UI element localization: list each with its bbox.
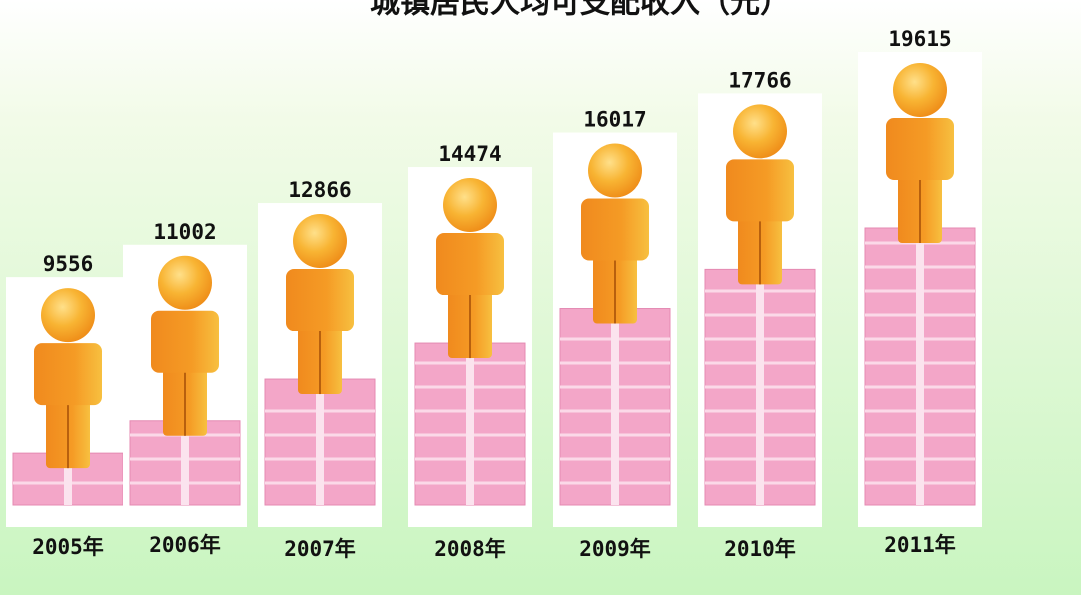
chart: 城镇居民人均可支配收入（元） 9556 2005年 11002 2006年 12866 2… — [0, 0, 1081, 595]
pictogram — [858, 52, 982, 527]
pictogram — [553, 133, 677, 527]
torso — [34, 343, 102, 405]
band — [916, 228, 924, 505]
pictogram — [698, 93, 822, 527]
x-tick-label: 2010年 — [724, 537, 796, 561]
head — [158, 256, 212, 310]
chart-title: 城镇居民人均可支配收入（元） — [370, 0, 790, 21]
pictogram — [6, 277, 130, 527]
head — [733, 104, 787, 158]
x-tick-label: 2005年 — [32, 535, 104, 559]
band — [466, 343, 474, 505]
pictogram — [408, 167, 532, 527]
value-label: 17766 — [728, 68, 791, 92]
x-tick-label: 2008年 — [434, 537, 506, 561]
x-tick-label: 2011年 — [884, 533, 956, 557]
pictogram — [258, 203, 382, 527]
x-tick-label: 2006年 — [149, 533, 221, 557]
value-label: 14474 — [438, 142, 501, 166]
torso — [436, 233, 504, 295]
head — [588, 144, 642, 198]
value-label: 12866 — [288, 178, 351, 202]
band — [611, 309, 619, 505]
head — [893, 63, 947, 117]
value-label: 11002 — [153, 220, 216, 244]
band — [756, 269, 764, 505]
torso — [151, 311, 219, 373]
torso — [886, 118, 954, 180]
torso — [286, 269, 354, 331]
head — [443, 178, 497, 232]
value-label: 16017 — [583, 108, 646, 132]
pictogram — [123, 245, 247, 527]
value-label: 9556 — [43, 252, 94, 276]
value-label: 19615 — [888, 27, 951, 51]
x-tick-label: 2007年 — [284, 537, 356, 561]
torso — [581, 199, 649, 261]
head — [41, 288, 95, 342]
x-tick-label: 2009年 — [579, 537, 651, 561]
band — [316, 379, 324, 505]
torso — [726, 159, 794, 221]
head — [293, 214, 347, 268]
